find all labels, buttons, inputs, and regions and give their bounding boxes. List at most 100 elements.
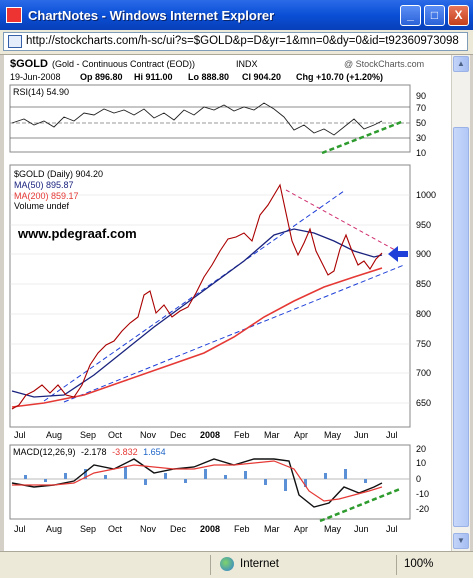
vertical-scrollbar[interactable]: ▲ ▼ [451,55,470,551]
rsi-tick-50: 50 [416,118,426,128]
chart-symbol: $GOLD [10,58,48,70]
macd-tick-20: 20 [416,444,426,454]
macd-histogram [24,467,367,491]
macd-tick-neg10: -10 [416,489,429,499]
address-url[interactable]: http://stockcharts.com/h-sc/ui?s=$GOLD&p… [26,35,459,47]
chart-open: Op 896.80 [80,72,123,82]
price-line [11,183,383,410]
macd-label: MACD(12,26,9) -2.178 -3.832 1.654 [13,447,166,457]
scroll-down-button[interactable]: ▼ [453,533,469,549]
macd-tick-0: 0 [416,474,421,484]
rsi-line [11,102,383,136]
x-label-jul: Jul [14,430,26,440]
xb-label-2008: 2008 [200,524,220,534]
ma200-line [11,267,383,408]
arrow-marker [388,246,408,262]
macd-label-prefix: MACD(12,26,9) [13,447,76,457]
x-label-jun: Jun [354,430,369,440]
chart-date: 19-Jun-2008 [10,72,61,82]
macd-line [11,458,383,508]
ie-app-icon [6,7,22,23]
status-separator [210,555,211,575]
price-panel [9,164,411,428]
maximize-button[interactable]: □ [424,5,445,26]
x-label-may: May [324,430,342,440]
price-tick-750: 750 [416,339,431,349]
legend-volume: Volume undef [14,201,70,211]
status-separator-2 [396,555,397,575]
x-label-apr: Apr [294,430,308,440]
ma50-line [11,228,383,398]
rsi-panel [9,84,411,153]
page-content: $GOLD (Gold - Continuous Contract (EOD))… [4,55,451,551]
price-tick-950: 950 [416,220,431,230]
xb-label-aug: Aug [46,524,62,534]
macd-signal-line [12,460,383,502]
status-bar: Internet 100% [0,551,473,578]
downtrend-line [285,189,405,256]
scroll-thumb[interactable] [453,127,469,527]
upper-channel-line [43,190,345,402]
address-field[interactable]: http://stockcharts.com/h-sc/ui?s=$GOLD&p… [3,32,468,51]
price-tick-850: 850 [416,279,431,289]
xb-label-may: May [324,524,342,534]
x-label-2008: 2008 [200,430,220,440]
window-titlebar: ChartNotes - Windows Internet Explorer _… [0,0,473,30]
rsi-tick-30: 30 [416,133,426,143]
xb-label-apr: Apr [294,524,308,534]
zoom-level[interactable]: 100% [404,558,434,570]
price-grid [10,194,410,404]
chart-copyright: @ StockCharts.com [344,59,424,69]
chart-exchange: INDX [236,59,258,69]
minimize-button[interactable]: _ [400,5,421,26]
rsi-tick-90: 90 [416,91,426,101]
macd-tick-10: 10 [416,458,426,468]
stock-chart: $GOLD (Gold - Continuous Contract (EOD))… [9,58,436,534]
xb-label-dec: Dec [170,524,187,534]
macd-y-ticks: 20 10 0 -10 -20 [416,444,429,514]
macd-signal-value: -3.832 [112,447,138,457]
price-tick-800: 800 [416,309,431,319]
price-tick-900: 900 [416,249,431,259]
security-zone: Internet [240,558,279,570]
rsi-label: RSI(14) 54.90 [13,87,69,97]
rsi-trendline [321,119,405,155]
page-icon [8,35,22,48]
scroll-up-button[interactable]: ▲ [453,56,469,72]
chart-high: Hi 911.00 [134,72,173,82]
rsi-tick-70: 70 [416,103,426,113]
close-button[interactable]: X [448,5,469,26]
chart-name: (Gold - Continuous Contract (EOD)) [52,59,195,69]
macd-hist-value: 1.654 [143,447,166,457]
internet-zone-icon [220,557,234,571]
price-tick-650: 650 [416,398,431,408]
macd-value: -2.178 [81,447,107,457]
lower-channel-line [63,264,405,403]
macd-trendline [319,487,401,523]
legend-ma200: MA(200) 859.17 [14,191,79,201]
price-y-ticks: 1000 950 900 850 800 750 700 650 [416,190,436,408]
price-tick-700: 700 [416,368,431,378]
chart-close: Cl 904.20 [242,72,281,82]
xb-label-sep: Sep [80,524,96,534]
x-label-oct: Oct [108,430,123,440]
xb-label-jun: Jun [354,524,369,534]
x-label-dec: Dec [170,430,187,440]
x-label-feb: Feb [234,430,250,440]
chart-change: Chg +10.70 (+1.20%) [296,72,383,82]
price-tick-1000: 1000 [416,190,436,200]
address-bar: http://stockcharts.com/h-sc/ui?s=$GOLD&p… [0,30,473,55]
xb-label-jul-2: Jul [386,524,398,534]
xb-label-mar: Mar [264,524,280,534]
xb-label-jul: Jul [14,524,26,534]
x-label-mar: Mar [264,430,280,440]
rsi-tick-10: 10 [416,148,426,158]
macd-panel [9,444,411,520]
legend-ma50: MA(50) 895.87 [14,180,74,190]
watermark: www.pdegraaf.com [17,226,137,241]
x-label-sep: Sep [80,430,96,440]
x-axis-bottom: Jul Aug Sep Oct Nov Dec 2008 Feb Mar Apr… [14,524,398,534]
x-axis-top: Jul Aug Sep Oct Nov Dec 2008 Feb Mar Apr… [14,430,398,440]
window-title: ChartNotes - Windows Internet Explorer [28,8,275,23]
macd-tick-neg20: -20 [416,504,429,514]
